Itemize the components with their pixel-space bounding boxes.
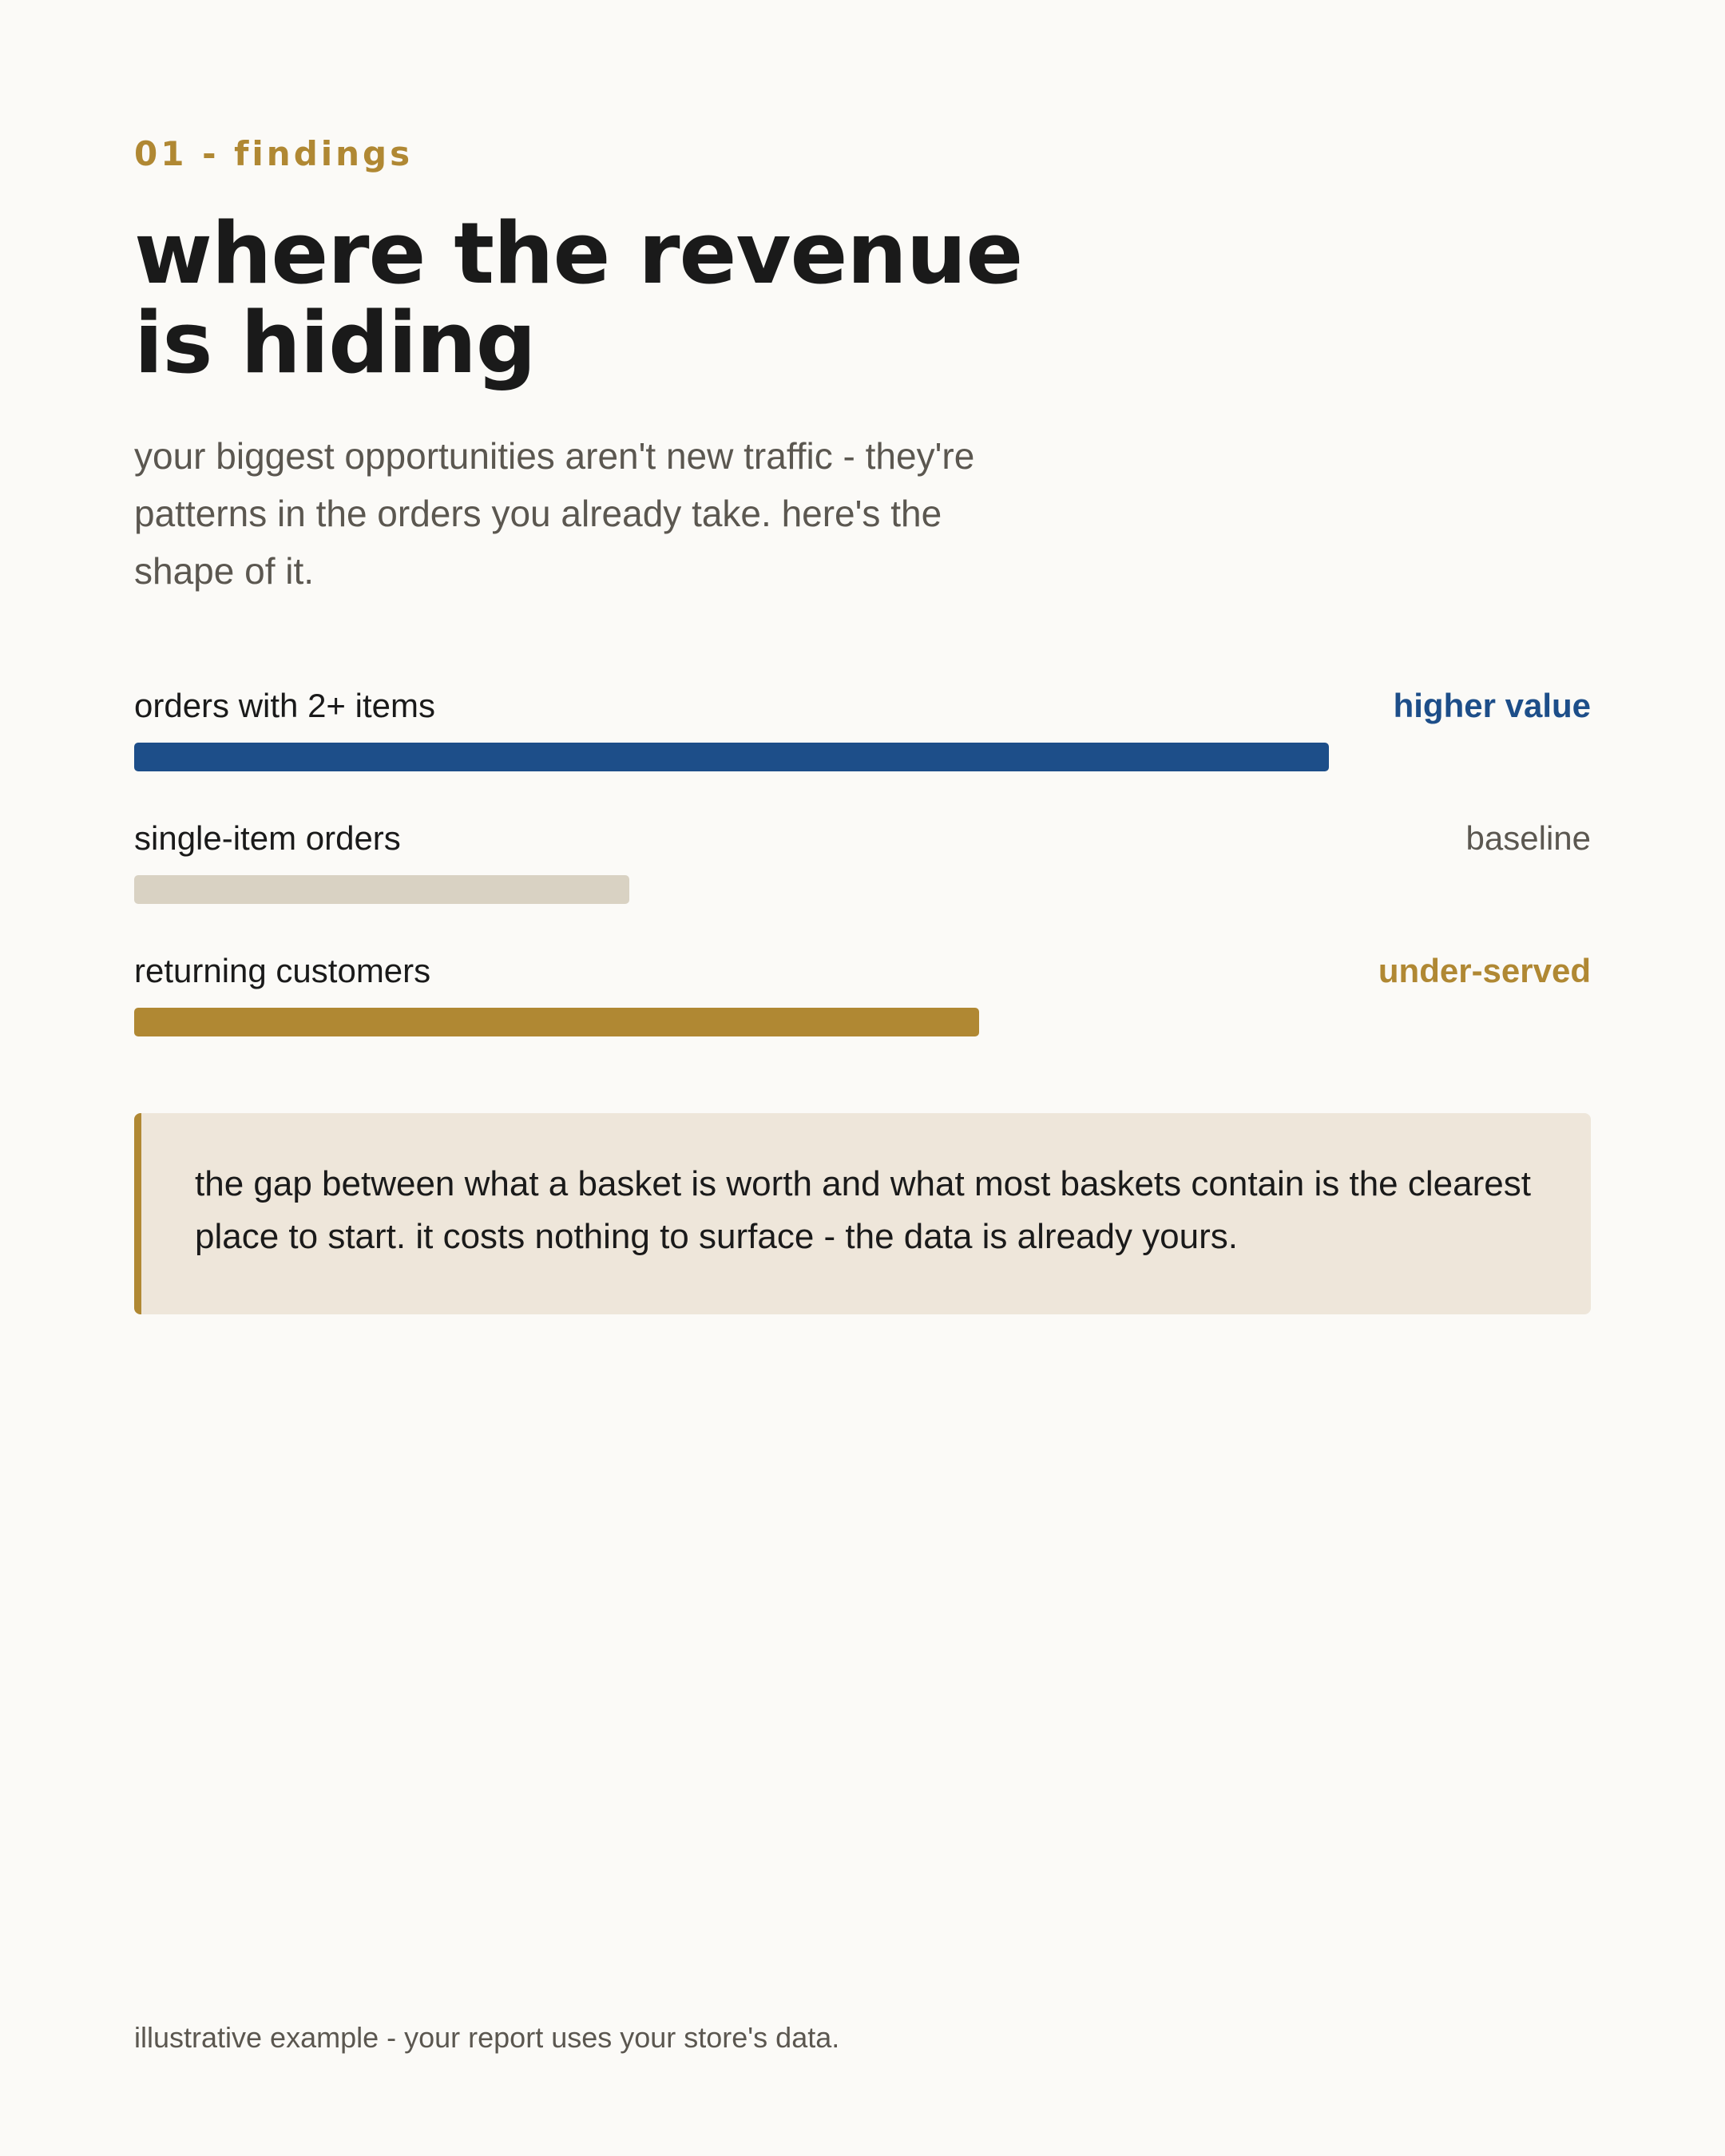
findings-page: 01 - findings where the revenue is hidin…	[134, 0, 1591, 2156]
bar-tag: higher value	[1393, 687, 1591, 724]
comparison-bars: orders with 2+ items higher value single…	[134, 683, 1591, 1080]
page-title: where the revenue is hiding	[134, 204, 1023, 392]
callout-text: the gap between what a basket is worth a…	[195, 1164, 1531, 1256]
bar-row-single-item-orders: single-item orders baseline	[134, 815, 1591, 948]
bar-tag: under-served	[1378, 952, 1591, 989]
page-subtitle: your biggest opportunities aren't new tr…	[134, 435, 975, 592]
section-eyebrow: 01 - findings	[134, 134, 414, 173]
bar-label: single-item orders	[134, 819, 401, 857]
bar-label: returning customers	[134, 952, 431, 989]
bar-track	[134, 875, 1591, 904]
bar-label: orders with 2+ items	[134, 687, 435, 724]
bar-fill	[134, 1008, 979, 1036]
footnote: illustrative example - your report uses …	[134, 2021, 840, 2054]
bar-fill	[134, 743, 1329, 771]
bar-track	[134, 743, 1591, 771]
bar-track	[134, 1008, 1591, 1036]
bar-fill	[134, 875, 630, 904]
bar-row-multi-item-orders: orders with 2+ items higher value	[134, 683, 1591, 815]
bar-row-returning-customers: returning customers under-served	[134, 948, 1591, 1080]
bar-tag: baseline	[1465, 819, 1591, 857]
insight-callout: the gap between what a basket is worth a…	[134, 1113, 1591, 1314]
